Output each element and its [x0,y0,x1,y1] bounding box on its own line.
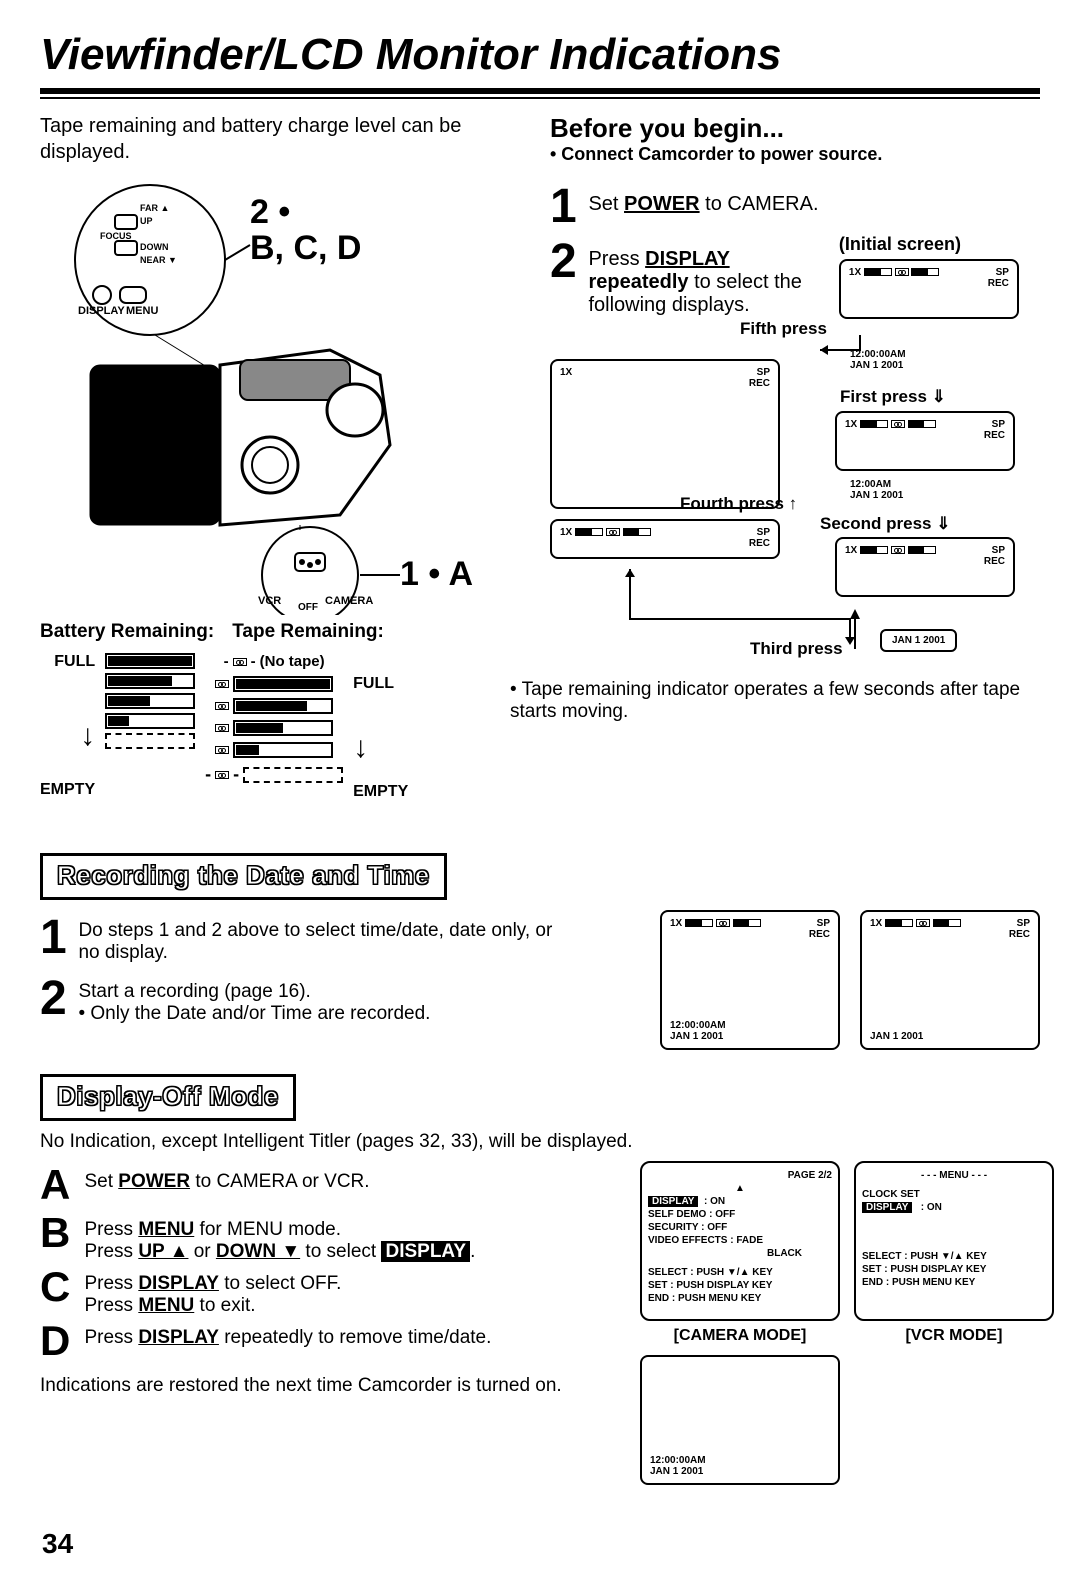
step-1-text: Set POWER to CAMERA. [588,193,818,216]
off-label: OFF [298,602,318,613]
tape-bar [233,720,333,736]
rec-step-1-number: 1 [40,910,74,965]
camera-mode-label: [CAMERA MODE] [640,1327,840,1345]
camera-menu-box: PAGE 2/2 ▲ DISPLAY : ON SELF DEMO : OFF … [640,1161,840,1321]
step-a-letter: A [40,1161,80,1209]
screen-fourth: 1X SPREC [550,519,780,559]
rec-step-2-text: Start a recording (page 16). • Only the … [78,981,578,1025]
page-title: Viewfinder/LCD Monitor Indications [40,30,1040,80]
second-press-label: Second press ⇓ [820,514,950,534]
tape-note: • Tape remaining indicator operates a fe… [510,679,1050,723]
tape-icon [233,658,247,666]
vcr-mode-label: [VCR MODE] [854,1327,1054,1345]
screen-initial: 1X SPREC [839,259,1019,319]
initial-screen-label: (Initial screen) [839,234,1019,255]
tape-icon [215,680,229,688]
camera-label: CAMERA [325,595,373,607]
battery-bar [105,733,195,749]
battery-bar [105,693,195,709]
intro-text: Tape remaining and battery charge level … [40,113,530,165]
far-label: FAR [140,203,158,213]
full-label-r: FULL [353,675,394,693]
tape-icon [215,746,229,754]
arrow-down-icon: ↓ [80,719,95,753]
final-screen: 12:00:00AMJAN 1 2001 [640,1355,840,1485]
rec-screen-2: 1X SPREC JAN 1 2001 [860,910,1040,1050]
display-off-foot: Indications are restored the next time C… [40,1375,600,1397]
connect-note: • Connect Camcorder to power source. [550,144,1040,165]
screen-fifth: 1XSPREC [550,359,780,509]
step-c-letter: C [40,1263,80,1311]
empty-label-l: EMPTY [40,781,95,799]
screen-first: 1X SPREC [835,411,1015,471]
focus-label: FOCUS [100,231,132,241]
time-short-label: 12:00AM [850,479,903,490]
up-label: UP [140,216,153,226]
empty-label-r: EMPTY [353,783,408,801]
tape-icon [215,724,229,732]
step-1-number: 1 [550,179,584,234]
camcorder-diagram: 2 • B, C, D 1 • A VCR OFF CAMERA DISPLAY… [40,175,500,615]
recording-date-time-banner: Recording the Date and Time [40,853,447,900]
tape-bar [233,698,333,714]
step-b-letter: B [40,1209,80,1257]
full-label-l: FULL [54,653,95,671]
before-you-begin: Before you begin... [550,113,1040,144]
callout-1a: 1 • A [400,555,473,594]
rec-step-1-text: Do steps 1 and 2 above to select time/da… [78,920,578,964]
step-2-number: 2 [550,234,584,289]
screen-third: JAN 1 2001 [880,629,957,652]
date-label: JAN 1 2001 [850,360,906,371]
battery-bar [105,713,195,729]
rec-step-2-number: 2 [40,971,74,1026]
fifth-press-label: Fifth press [740,319,827,339]
tape-icon [215,771,229,779]
vcr-menu-box: - - - MENU - - - CLOCK SET DISPLAY : ON … [854,1161,1054,1321]
time-label: 12:00:00AM [850,349,906,360]
step-b-text: Press MENU for MENU mode. Press UP ▲ or … [84,1219,604,1263]
tape-bar [233,742,333,758]
first-press-label: First press ⇓ [840,387,946,407]
third-press-label: Third press [750,639,843,659]
fourth-press-label: Fourth press ↑ [680,494,797,514]
tape-bar [233,676,333,692]
battery-bar [105,653,195,669]
date-label-2: JAN 1 2001 [850,490,903,501]
battery-bar [105,673,195,689]
vcr-label: VCR [258,595,281,607]
display-cycle-diagram: Fifth press 1XSPREC Fourth press ↑ 1X SP… [550,319,1040,839]
step-c-text: Press DISPLAY to select OFF. Press MENU … [84,1273,604,1317]
step-2-text: Press DISPLAY repeatedly to select the f… [588,248,828,317]
menu-label: MENU [126,305,158,317]
page-number: 34 [42,1528,73,1560]
display-off-banner: Display-Off Mode [40,1074,296,1121]
callout-bcd: B, C, D [250,229,361,268]
step-d-text: Press DISPLAY repeatedly to remove time/… [84,1327,604,1349]
display-label: DISPLAY [78,305,125,317]
display-off-intro: No Indication, except Intelligent Titler… [40,1131,1040,1153]
rec-screen-1: 1X SPREC 12:00:00AMJAN 1 2001 [660,910,840,1050]
near-label: NEAR [140,255,166,265]
battery-heading: Battery Remaining: [40,621,214,643]
step-a-text: Set POWER to CAMERA or VCR. [84,1171,369,1193]
tape-icon [215,702,229,710]
no-tape-label: (No tape) [260,653,325,670]
arrow-down-icon: ↓ [353,731,368,765]
tape-heading: Tape Remaining: [232,621,384,643]
step-d-letter: D [40,1317,80,1365]
tape-bar [243,767,343,783]
callout-2: 2 • [250,193,290,232]
down-label: DOWN [140,242,169,252]
